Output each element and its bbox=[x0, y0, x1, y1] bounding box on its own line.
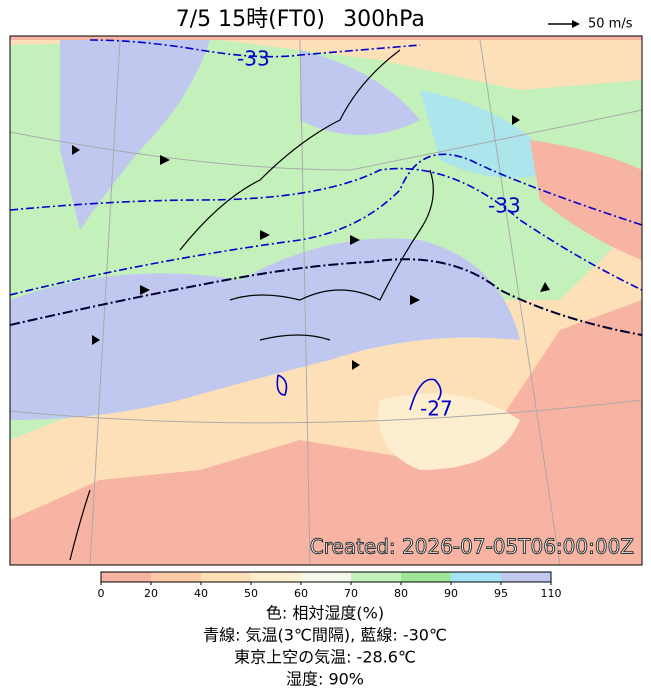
colorbar-tick-label: 0 bbox=[98, 587, 105, 600]
colorbar-tick-label: 20 bbox=[144, 587, 158, 600]
colorbar-segment bbox=[351, 572, 401, 582]
map: -33 -33 -27 Created: 2026-07-05T06:00:00… bbox=[10, 36, 642, 565]
contour-label: -27 bbox=[420, 397, 453, 421]
colorbar: 0 20 40 50 60 70 80 90 95 110 bbox=[98, 571, 562, 600]
colorbar-tick-label: 110 bbox=[541, 587, 562, 600]
created-stamp: Created: 2026-07-05T06:00:00Z bbox=[310, 535, 634, 559]
contour-label: -33 bbox=[488, 194, 521, 218]
map-frame bbox=[9, 35, 643, 566]
contour-label: -33 bbox=[237, 47, 270, 71]
level: 300hPa bbox=[343, 7, 425, 32]
caption: 色: 相対湿度(%) 青線: 気温(3℃間隔), 藍線: -30℃ 東京上空の気… bbox=[203, 604, 447, 689]
colorbar-segment bbox=[251, 572, 301, 582]
colorbar-segment bbox=[451, 572, 501, 582]
colorbar-tick-label: 50 bbox=[244, 587, 258, 600]
colorbar-segment bbox=[501, 572, 551, 582]
colorbar-segment bbox=[101, 572, 151, 582]
wind-legend-label: 50 m/s bbox=[588, 17, 633, 32]
colorbar-segment bbox=[201, 572, 251, 582]
colorbar-tick-label: 60 bbox=[294, 587, 308, 600]
colorbar-segment bbox=[151, 572, 201, 582]
caption-line: 東京上空の気温: -28.6℃ bbox=[234, 648, 416, 667]
wind-legend: 50 m/s bbox=[548, 17, 633, 32]
colorbar-segment bbox=[301, 572, 351, 582]
colorbar-tick-label: 95 bbox=[494, 587, 508, 600]
caption-line: 青線: 気温(3℃間隔), 藍線: -30℃ bbox=[203, 626, 447, 645]
colorbar-frame bbox=[100, 571, 552, 583]
colorbar-tick-label: 80 bbox=[394, 587, 408, 600]
colorbar-segment bbox=[401, 572, 451, 582]
colorbar-tick-label: 40 bbox=[194, 587, 208, 600]
colorbar-tick-label: 90 bbox=[444, 587, 458, 600]
colorbar-tick-label: 70 bbox=[344, 587, 358, 600]
title: 7/5 15時(FT0) bbox=[176, 7, 325, 32]
caption-line: 色: 相対湿度(%) bbox=[266, 604, 384, 623]
wind-arrows bbox=[72, 115, 550, 370]
caption-line: 湿度: 90% bbox=[286, 670, 364, 689]
